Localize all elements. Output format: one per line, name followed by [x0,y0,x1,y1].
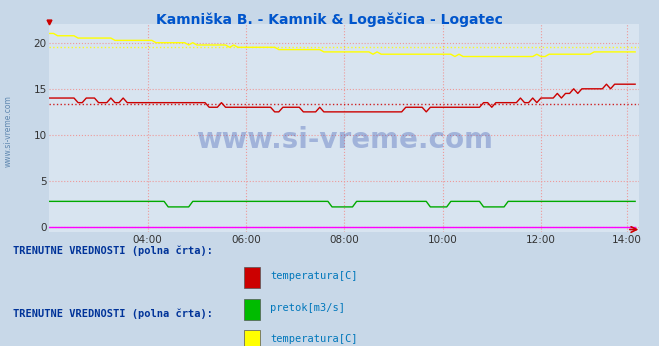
FancyBboxPatch shape [244,267,260,288]
Text: www.si-vreme.com: www.si-vreme.com [196,127,493,154]
Text: temperatura[C]: temperatura[C] [270,271,358,281]
Text: www.si-vreme.com: www.si-vreme.com [3,95,13,167]
Text: TRENUTNE VREDNOSTI (polna črta):: TRENUTNE VREDNOSTI (polna črta): [13,308,213,319]
FancyBboxPatch shape [244,330,260,346]
Text: pretok[m3/s]: pretok[m3/s] [270,303,345,313]
Text: TRENUTNE VREDNOSTI (polna črta):: TRENUTNE VREDNOSTI (polna črta): [13,246,213,256]
Text: temperatura[C]: temperatura[C] [270,334,358,344]
FancyBboxPatch shape [244,299,260,320]
Text: Kamniška B. - Kamnik & Logaščica - Logatec: Kamniška B. - Kamnik & Logaščica - Logat… [156,12,503,27]
